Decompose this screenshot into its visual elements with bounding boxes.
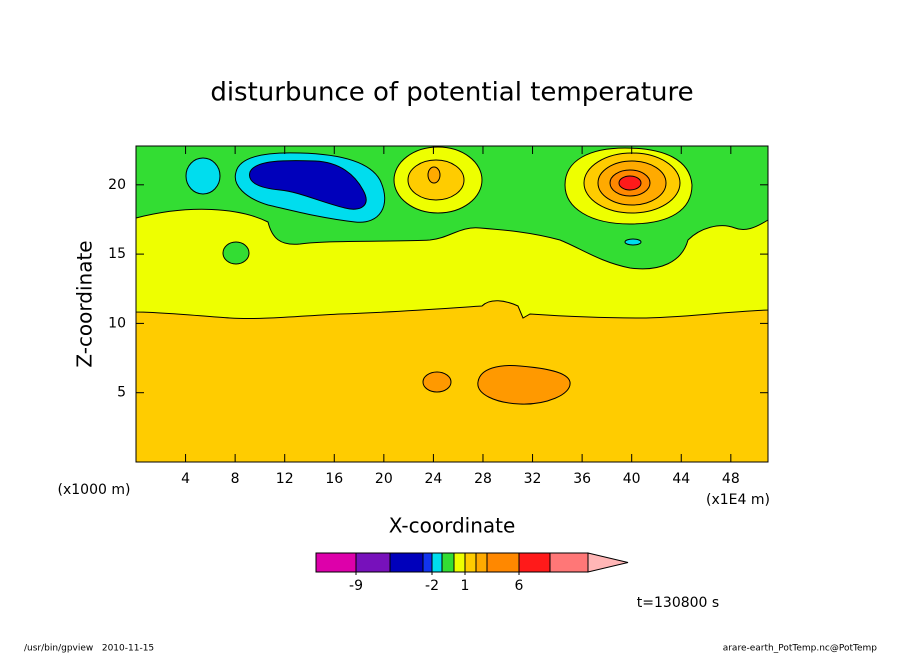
colorbar-tick-label: -2 [425,578,439,594]
colorbar-box [518,552,551,573]
colorbar-box [549,552,589,573]
colorbar-box [475,552,488,573]
colorbar-box [431,552,443,573]
plot-frame [135,145,769,463]
y-unit-label: (x1000 m) [58,482,131,498]
y-tick-label: 5 [117,385,126,401]
contour-region [477,365,571,405]
colorbar-box [422,552,433,573]
x-tick-label: 48 [722,471,740,487]
contour-region [624,238,642,246]
colorbar-box [389,552,424,573]
x-tick-label: 8 [231,471,240,487]
colorbar-box [464,552,477,573]
x-tick-label: 32 [524,471,542,487]
x-tick-label: 16 [325,471,343,487]
x-tick-label: 4 [181,471,190,487]
contour-region [422,371,452,393]
colorbar-tick-label: -9 [349,578,363,594]
colorbar-box [486,552,520,573]
colorbar-extension [587,552,629,573]
x-tick-label: 40 [623,471,641,487]
contour-region [427,166,441,184]
x-tick-label: 28 [474,471,492,487]
contour-region [249,160,367,210]
x-axis-label: X-coordinate [389,514,516,538]
contour-region [618,175,642,191]
y-axis-label: Z-coordinate [73,240,97,367]
colorbar-box [355,552,391,573]
annotation: t=130800 s [637,595,719,611]
footer-left: /usr/bin/gpview 2010-11-15 [24,644,154,654]
contour-region [222,241,250,265]
x-tick-label: 12 [276,471,294,487]
x-tick-label: 24 [424,471,442,487]
colorbar-box [441,552,455,573]
x-tick-label: 36 [573,471,591,487]
footer-right: arare-earth_PotTemp.nc@PotTemp [723,644,878,654]
x-tick-label: 44 [672,471,690,487]
y-tick-label: 10 [108,315,126,331]
x-unit-label: (x1E4 m) [706,492,770,508]
y-tick-label: 20 [108,177,126,193]
colorbar-box [453,552,466,573]
contour-region [185,157,221,195]
contour-field [135,145,769,462]
x-tick-label: 20 [375,471,393,487]
colorbar-tick-label: 6 [515,578,524,594]
colorbar-tick-label: 1 [461,578,470,594]
chart-title: disturbunce of potential temperature [210,78,693,108]
y-tick-label: 15 [108,246,126,262]
colorbar-box [315,552,357,573]
